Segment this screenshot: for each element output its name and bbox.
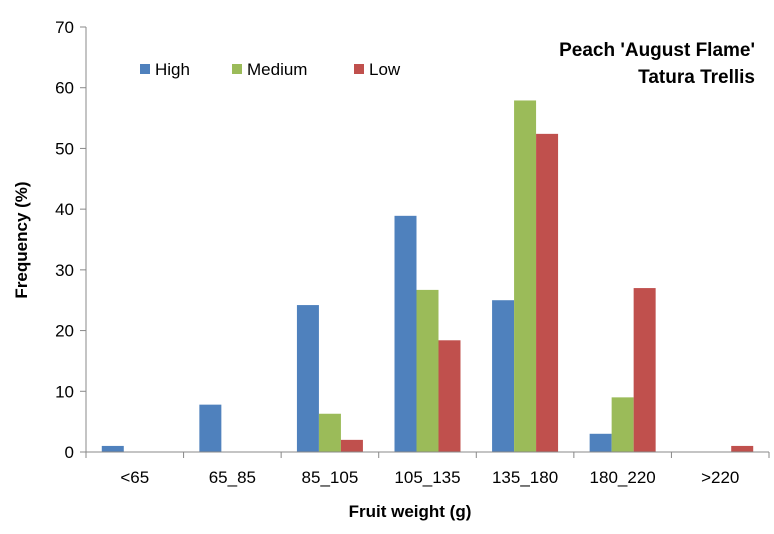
- bars: [101, 100, 754, 452]
- bar-high-4: [492, 300, 515, 452]
- bar-low-4: [536, 133, 559, 452]
- chart-title: Peach 'August Flame': [559, 40, 755, 61]
- bar-low-5: [633, 288, 656, 452]
- y-tick-label: 50: [55, 139, 74, 158]
- x-tick-label: >220: [701, 468, 739, 487]
- x-tick-label: 65_85: [209, 468, 256, 487]
- legend: High Medium Low: [140, 60, 401, 79]
- y-tick-label: 20: [55, 322, 74, 341]
- legend-label-high: High: [155, 60, 190, 79]
- legend-swatch-low: [354, 64, 364, 74]
- bar-low-6: [731, 445, 754, 452]
- bar-medium-5: [611, 397, 634, 452]
- y-axis-title: Frequency (%): [12, 181, 31, 298]
- bar-high-3: [394, 215, 417, 452]
- bar-low-3: [438, 340, 461, 452]
- x-tick-label: 105_135: [394, 468, 460, 487]
- bar-high-1: [199, 404, 222, 452]
- x-tick-label: 85_105: [302, 468, 359, 487]
- legend-label-low: Low: [369, 60, 401, 79]
- x-axis-title: Fruit weight (g): [349, 502, 472, 521]
- x-axis-ticks: <65 65_85 85_105 105_135 135_180 180_220 >220: [85, 452, 770, 487]
- bar-high-5: [589, 433, 612, 452]
- bar-medium-2: [318, 413, 341, 452]
- chart-subtitle: Tatura Trellis: [638, 67, 755, 88]
- y-axis-ticks: 0 10 20 30 40 50 60 70: [55, 18, 86, 462]
- y-tick-label: 0: [65, 443, 74, 462]
- bar-low-2: [340, 439, 363, 452]
- bar-medium-4: [514, 100, 537, 452]
- bar-medium-3: [416, 289, 439, 452]
- bar-high-0: [101, 445, 124, 452]
- x-tick-label: <65: [120, 468, 149, 487]
- legend-label-medium: Medium: [247, 60, 307, 79]
- y-tick-label: 40: [55, 200, 74, 219]
- y-tick-label: 10: [55, 382, 74, 401]
- x-tick-label: 135_180: [492, 468, 558, 487]
- x-tick-label: 180_220: [590, 468, 656, 487]
- bar-high-2: [296, 305, 319, 452]
- y-tick-label: 60: [55, 79, 74, 98]
- legend-swatch-medium: [232, 64, 242, 74]
- legend-swatch-high: [140, 64, 150, 74]
- y-tick-label: 30: [55, 261, 74, 280]
- y-tick-label: 70: [55, 18, 74, 37]
